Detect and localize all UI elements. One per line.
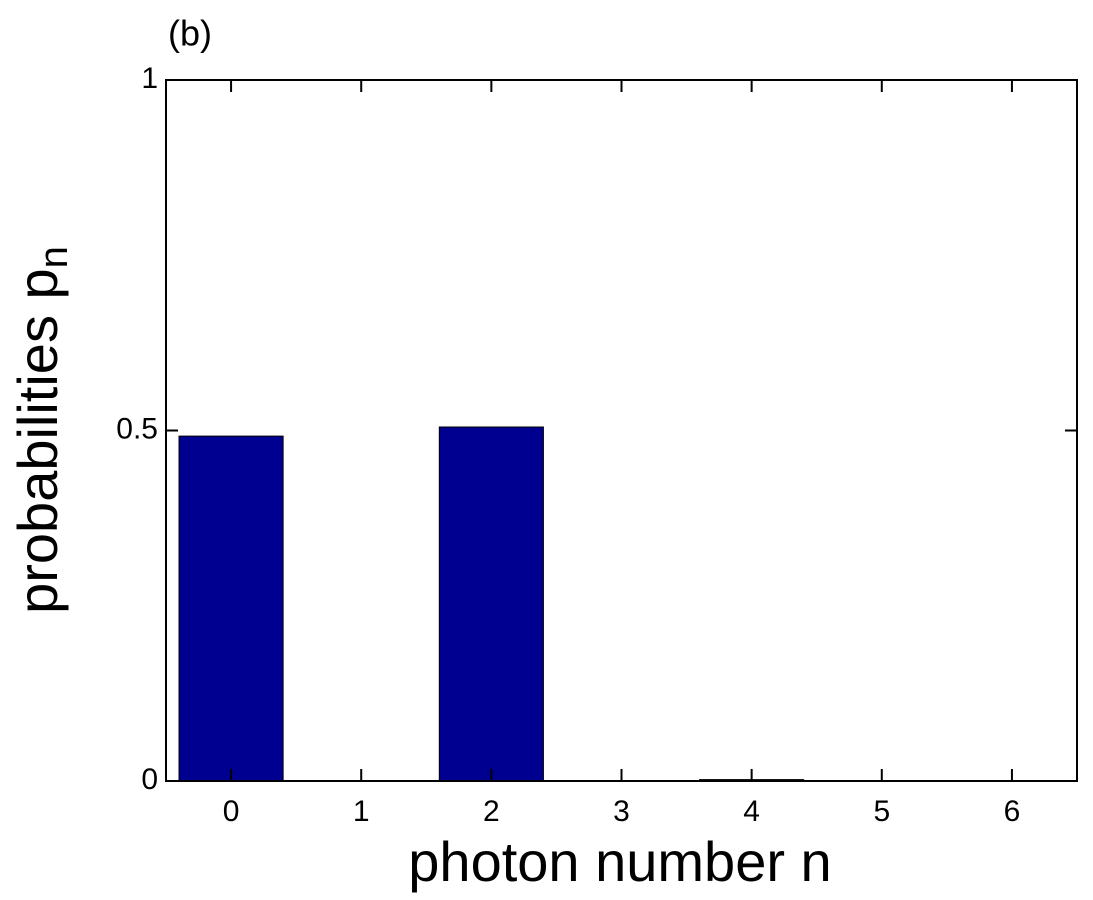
x-tick-label: 1 [353, 795, 370, 828]
bar [178, 435, 284, 782]
bar [438, 426, 544, 782]
plot-frame [165, 79, 1078, 782]
x-tick-label: 0 [223, 795, 240, 828]
chart-title: (b) [168, 13, 212, 54]
x-axis-label: photon number n [408, 830, 831, 893]
y-axis-label-subscript: n [32, 246, 76, 268]
x-tick-label: 3 [613, 795, 630, 828]
x-tick-label: 2 [483, 795, 500, 828]
y-tick-label: 0 [141, 763, 158, 796]
y-axis-label-main: probabilities p [6, 268, 69, 614]
x-tick-label: 5 [873, 795, 890, 828]
x-tick-label: 6 [1004, 795, 1021, 828]
y-tick-label: 1 [141, 62, 158, 95]
y-axis-label: probabilities pn [6, 246, 76, 614]
x-tick-label: 4 [743, 795, 760, 828]
y-tick-label: 0.5 [116, 412, 158, 445]
